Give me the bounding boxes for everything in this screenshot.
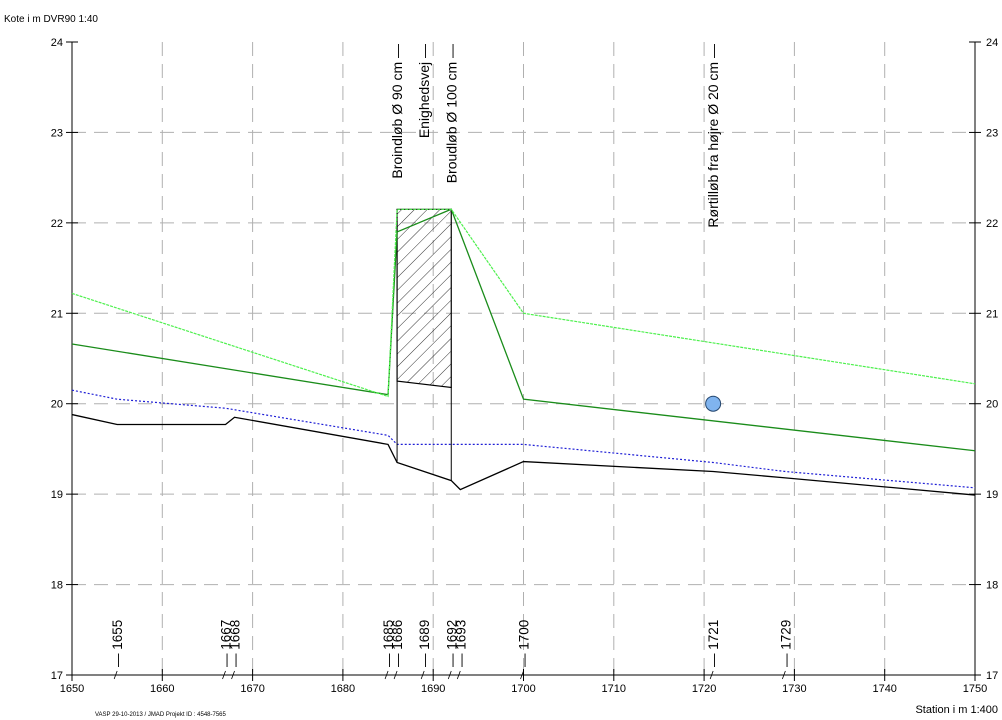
- x-tick-label: 1680: [331, 683, 355, 695]
- x-tick-label: 1730: [782, 683, 806, 695]
- y-tick-label-left: 18: [51, 580, 63, 592]
- series-line-3: [72, 209, 975, 396]
- station-label: — 1668: [228, 620, 243, 667]
- annotation-label: Rørtilløb fra højre Ø 20 cm —: [705, 44, 721, 228]
- y-tick-label-left: 19: [51, 489, 63, 501]
- x-tick-label: 1670: [240, 683, 264, 695]
- station-label: — 1689: [417, 620, 432, 667]
- y-tick-label-left: 20: [51, 399, 63, 411]
- y-tick-label-right: 24: [986, 37, 998, 49]
- x-tick-label: 1720: [692, 683, 716, 695]
- y-tick-label-right: 19: [986, 489, 998, 501]
- y-tick-label-right: 18: [986, 580, 998, 592]
- annotation-label: Broindløb Ø 90 cm —: [389, 44, 405, 179]
- x-tick-label: 1690: [421, 683, 445, 695]
- station-label: — 1721: [706, 620, 721, 667]
- grid: [72, 42, 975, 675]
- y-tick-label-left: 17: [51, 670, 63, 682]
- y-tick-label-right: 23: [986, 127, 998, 139]
- x-tick-label: 1740: [872, 683, 896, 695]
- y-tick-label-right: 20: [986, 399, 998, 411]
- y-tick-label-left: 22: [51, 218, 63, 230]
- station-label: — 1693: [453, 620, 468, 667]
- x-tick-label: 1650: [60, 683, 84, 695]
- x-tick-label: 1710: [602, 683, 626, 695]
- footer-text: VASP 29-10-2013 / JMAD Projekt ID : 4548…: [95, 712, 227, 718]
- y-tick-label-right: 21: [986, 308, 998, 320]
- culvert-structure: [397, 209, 451, 387]
- y-tick-label-left: 23: [51, 127, 63, 139]
- pipe-inlet-point: [706, 396, 721, 411]
- y-axis-label: Kote i m DVR90 1:40: [4, 14, 98, 25]
- y-tick-label-left: 24: [51, 37, 63, 49]
- ticks-group: 17 17 18 18 19 19 20 20 21 21 22 22 23 23 24 24 1650 1660…: [51, 37, 999, 695]
- y-tick-label-right: 17: [986, 670, 998, 682]
- y-tick-label-right: 22: [986, 218, 998, 230]
- annotation-label: Broudløb Ø 100 cm —: [443, 44, 459, 183]
- station-label: — 1655: [110, 620, 125, 667]
- x-tick-label: 1660: [150, 683, 174, 695]
- x-tick-label: 1700: [511, 683, 535, 695]
- y-tick-label-left: 21: [51, 308, 63, 320]
- station-label: — 1686: [390, 620, 405, 667]
- x-axis-label: Station i m 1:400: [915, 704, 998, 716]
- station-label: — 1729: [778, 620, 793, 667]
- station-label: — 1700: [517, 620, 532, 667]
- x-tick-label: 1750: [963, 683, 987, 695]
- annotation-label: Enighedsvej —: [416, 44, 432, 138]
